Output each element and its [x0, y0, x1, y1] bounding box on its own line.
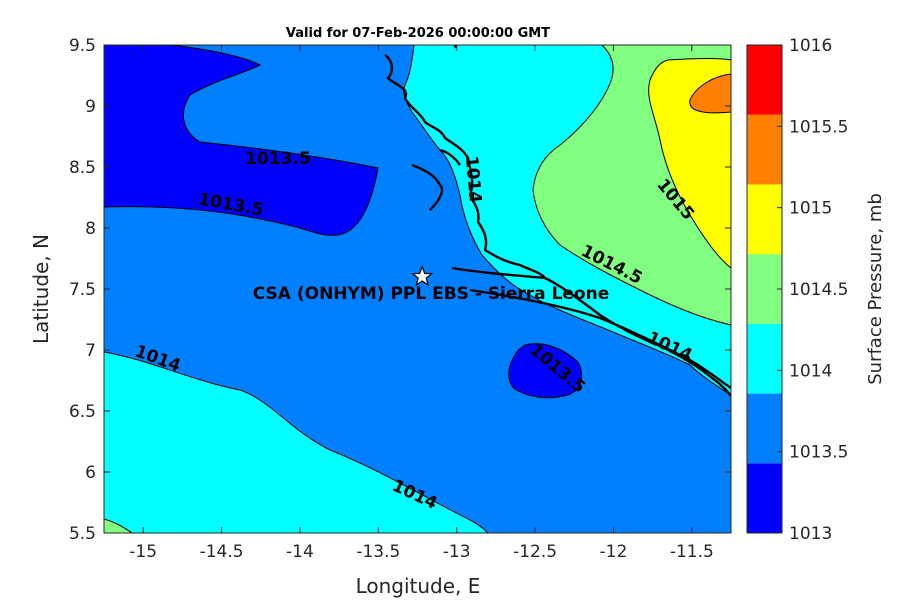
y-tick-label: 6	[85, 463, 96, 483]
colorbar-band	[747, 463, 782, 533]
x-axis-ticks: -15 -14.5 -14 -13.5 -13 -12.5 -12 -11.5	[129, 45, 714, 562]
colorbar-tick-label: 1016	[789, 36, 832, 56]
x-tick-label: -14.5	[200, 542, 244, 562]
band-1014-5-southwest-corner	[104, 518, 133, 533]
colorbar-band	[747, 323, 782, 394]
band-1015-5-east	[689, 73, 731, 114]
site-label: CSA (ONHYM) PPL EBS - Sierra Leone	[253, 284, 610, 304]
y-tick-label: 8.5	[69, 158, 96, 178]
colorbar-band	[747, 393, 782, 464]
y-tick-label: 7	[85, 341, 96, 361]
y-tick-label: 7.5	[69, 280, 96, 300]
x-tick-label: -13	[443, 542, 471, 562]
chart-title: Valid for 07-Feb-2026 00:00:00 GMT	[286, 26, 550, 41]
colorbar-tick-label: 1014	[789, 361, 832, 381]
y-axis-ticks: 5.5 6 6.5 7 7.5 8 8.5 9 9.5	[69, 36, 731, 544]
colorbar-label: Surface Pressure, mb	[865, 193, 886, 385]
colorbar-tick-label: 1015.5	[789, 117, 848, 137]
contour-label: 1014	[461, 155, 485, 204]
y-tick-label: 6.5	[69, 402, 96, 422]
x-tick-label: -11.5	[670, 542, 714, 562]
band-1014-southwest	[104, 351, 489, 533]
x-axis-label: Longitude, E	[356, 574, 481, 598]
colorbar-band	[747, 114, 782, 185]
x-tick-label: -14	[286, 542, 314, 562]
contour-label: 1013.5	[245, 149, 311, 169]
colorbar-band	[747, 45, 782, 115]
colorbar-tick-label: 1015	[789, 199, 832, 219]
y-axis-label: Latitude, N	[29, 234, 53, 344]
colorbar-tick-label: 1013	[789, 524, 832, 544]
y-tick-label: 8	[85, 219, 96, 239]
x-tick-label: -12	[600, 542, 628, 562]
colorbar-band	[747, 184, 782, 255]
contour-fill-layer	[104, 45, 731, 533]
y-tick-label: 9	[85, 97, 96, 117]
x-tick-label: -13.5	[356, 542, 400, 562]
site-star-marker	[411, 265, 434, 287]
colorbar-tick-label: 1014.5	[789, 280, 848, 300]
band-1013-northwest	[104, 45, 379, 236]
band-1013-southeast-low	[508, 343, 583, 399]
colorbar-band	[747, 254, 782, 324]
colorbar: 1013 1013.5 1014 1014.5 1015 1015.5 1016	[746, 36, 848, 544]
y-tick-label: 9.5	[69, 36, 96, 56]
x-tick-label: -15	[129, 542, 157, 562]
y-tick-label: 5.5	[69, 524, 96, 544]
colorbar-tick-label: 1013.5	[789, 443, 848, 463]
x-tick-label: -12.5	[513, 542, 557, 562]
coastline	[384, 45, 731, 397]
